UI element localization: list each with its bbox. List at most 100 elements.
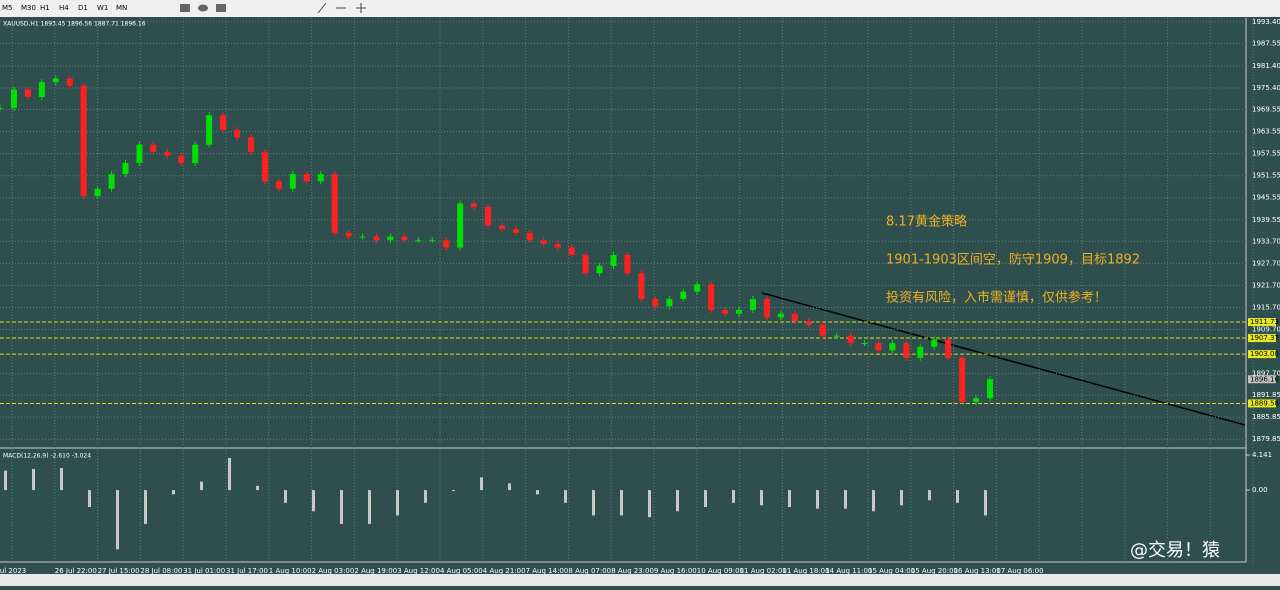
candle — [443, 240, 450, 248]
macd-bar — [312, 490, 315, 512]
macd-bar — [480, 477, 483, 491]
candle — [136, 144, 143, 164]
toolbar-bg — [0, 0, 1280, 17]
candle — [819, 324, 826, 336]
tool-icon[interactable] — [317, 2, 327, 14]
candle — [498, 225, 505, 230]
time-label: 27 Jul 15:00 — [98, 567, 140, 575]
level-label-bg — [1248, 399, 1276, 408]
candle — [331, 174, 338, 233]
time-label: 15 Aug 04:00 — [868, 567, 915, 575]
candle — [903, 343, 910, 358]
macd-bar — [340, 490, 343, 524]
candle — [485, 207, 492, 226]
candle — [317, 174, 324, 182]
macd-bar — [788, 490, 791, 507]
price-tick-label: 1993.40 — [1252, 18, 1280, 26]
candle — [52, 78, 59, 83]
price-tick-label: 1975.40 — [1252, 84, 1280, 92]
tool-icon[interactable] — [180, 4, 190, 12]
macd-bar — [396, 490, 399, 516]
time-label: 15 Aug 20:00 — [911, 567, 958, 575]
price-tick-label: 1909.70 — [1252, 325, 1280, 333]
level-label-bg — [1248, 350, 1276, 359]
time-label: 31 Jul 01:00 — [183, 567, 225, 575]
timeframe-button[interactable]: H4 — [59, 4, 69, 12]
candle — [178, 155, 185, 164]
candle — [791, 313, 798, 322]
macd-bar — [116, 490, 119, 550]
tool-icon[interactable] — [198, 4, 208, 12]
candle — [708, 284, 715, 311]
timeframe-button[interactable]: D1 — [78, 4, 88, 12]
timeframe-button[interactable]: W1 — [97, 4, 108, 12]
price-tick-label: 1939.55 — [1252, 216, 1280, 224]
time-label: 17 Aug 06:00 — [996, 567, 1043, 575]
candle — [945, 339, 952, 358]
macd-bar — [284, 490, 287, 503]
time-label: 11 Aug 18:00 — [782, 567, 829, 575]
candle — [471, 203, 478, 208]
last-price-label: 1896.16 — [1250, 375, 1279, 383]
candle — [568, 247, 575, 255]
time-label: 4 Aug 05:00 — [440, 567, 483, 575]
macd-bar — [4, 470, 7, 491]
time-label: 28 Jul 08:00 — [140, 567, 182, 575]
candle — [763, 298, 770, 318]
price-tick-label: 1945.55 — [1252, 194, 1280, 202]
timeframe-button[interactable]: MN — [116, 4, 127, 12]
candle — [805, 321, 812, 325]
price-tick-label: 1963.55 — [1252, 128, 1280, 136]
candle — [10, 89, 17, 108]
candle — [38, 82, 45, 97]
price-tick-label: 1981.40 — [1252, 62, 1280, 70]
macd-bar — [256, 485, 259, 491]
tool-icon[interactable] — [216, 4, 226, 12]
macd-bar — [844, 490, 847, 509]
candle — [247, 137, 254, 152]
macd-bar — [32, 468, 35, 491]
timeframe-button[interactable]: M5 — [2, 4, 13, 12]
macd-bar — [872, 490, 875, 512]
time-label: 3 Aug 12:00 — [397, 567, 440, 575]
macd-bar — [816, 490, 819, 509]
macd-info: MACD(12,26,9) -2.610 -3.024 — [3, 453, 91, 460]
time-label: 16 Aug 13:00 — [954, 567, 1001, 575]
candle — [987, 379, 993, 399]
time-label: 2 Aug 03:00 — [312, 567, 355, 575]
candle — [66, 78, 73, 86]
candle — [540, 240, 547, 244]
candle — [722, 310, 729, 314]
price-tick-label: 1921.70 — [1252, 281, 1280, 289]
candle — [220, 115, 227, 130]
macd-bar — [88, 490, 91, 507]
candle — [359, 236, 366, 238]
macd-bar — [704, 490, 707, 507]
candle — [415, 240, 422, 242]
level-label: 1907.37 — [1250, 334, 1279, 342]
macd-bar — [200, 481, 203, 491]
candle — [596, 265, 603, 274]
time-label: 7 Aug 14:00 — [526, 567, 569, 575]
time-label: 8 Aug 23:00 — [611, 567, 654, 575]
timeframe-button[interactable]: M30 — [21, 4, 36, 12]
last-price-bg — [1248, 375, 1276, 384]
toolbar: M5 M30 H1 H4 D1 W1 MN — [0, 0, 1280, 17]
candle — [373, 236, 380, 241]
timeframe-button[interactable]: H1 — [40, 4, 50, 12]
macd-bar — [144, 490, 147, 524]
candle — [931, 339, 938, 347]
candle — [0, 107, 3, 109]
candle — [80, 85, 87, 197]
price-tick-label: 1951.55 — [1252, 172, 1280, 180]
candle — [164, 151, 171, 156]
candle — [680, 291, 687, 299]
price-tick-label: 1897.70 — [1252, 370, 1280, 378]
macd-tick-label: 4.141 — [1252, 451, 1272, 459]
candle — [959, 357, 966, 402]
time-label: 1 Aug 10:00 — [269, 567, 312, 575]
price-tick-label: 1891.85 — [1252, 391, 1280, 399]
candle — [749, 298, 756, 311]
candle — [582, 254, 589, 274]
macd-bar — [452, 490, 455, 492]
